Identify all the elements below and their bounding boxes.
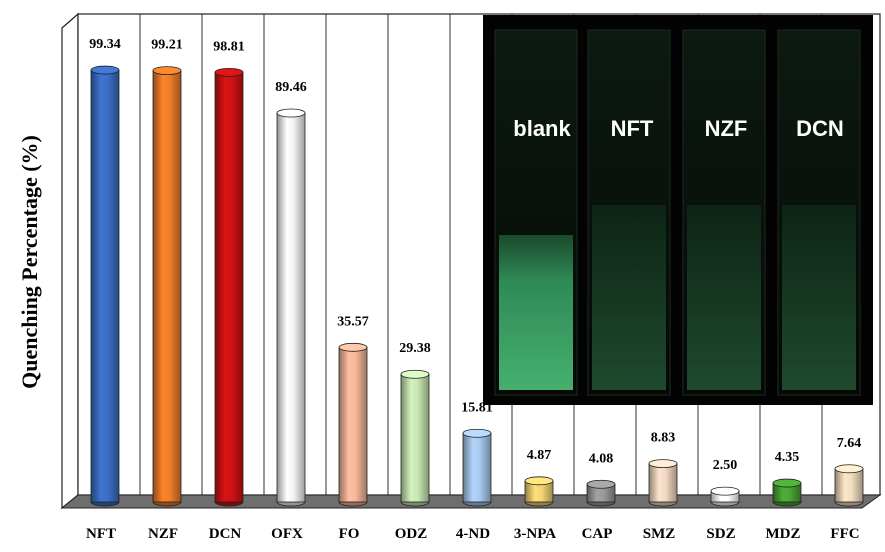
value-label: 7.64: [837, 436, 862, 451]
value-label: 35.57: [337, 314, 369, 329]
inset-label: DCN: [796, 116, 844, 141]
x-tick-label: NZF: [148, 526, 178, 542]
value-label: 2.50: [713, 458, 738, 473]
bar-top: [835, 465, 863, 473]
bar: [649, 464, 677, 502]
value-label: 4.87: [527, 448, 552, 463]
bar-top: [649, 460, 677, 468]
bar-top: [773, 479, 801, 487]
bar-top: [463, 429, 491, 437]
x-tick-label: OFX: [271, 526, 303, 542]
bar: [215, 72, 243, 502]
cuvette: [683, 30, 765, 395]
bar-top: [153, 67, 181, 75]
x-tick-label: CAP: [582, 526, 613, 542]
bar-top: [91, 66, 119, 74]
value-label: 4.35: [775, 450, 800, 465]
bar-top: [587, 480, 615, 488]
cuvette: [588, 30, 670, 395]
bar-top: [339, 343, 367, 351]
value-label: 29.38: [399, 341, 431, 356]
x-tick-label: 4-ND: [456, 526, 490, 542]
bar-top: [277, 109, 305, 117]
inset-photo: blank NFT NZF DCN: [483, 15, 873, 405]
value-label: 4.08: [589, 451, 614, 466]
x-tick-label: ODZ: [395, 526, 428, 542]
bar-top: [525, 477, 553, 485]
inset-label: blank: [513, 116, 571, 141]
bar: [463, 433, 491, 502]
value-label: 99.21: [151, 38, 183, 53]
bar-top: [401, 370, 429, 378]
bar: [835, 469, 863, 502]
x-tick-label: FFC: [830, 526, 859, 542]
x-tick-label: NFT: [86, 526, 116, 542]
value-label: 89.46: [275, 80, 307, 95]
bar-top: [215, 68, 243, 76]
x-tick-label: MDZ: [766, 526, 801, 542]
value-label: 99.34: [89, 37, 121, 52]
x-tick-label: SDZ: [706, 526, 735, 542]
value-label: 8.83: [651, 431, 676, 446]
x-tick-label: 3-NPA: [514, 526, 556, 542]
x-tick-label: DCN: [209, 526, 242, 542]
bar: [91, 70, 119, 502]
cuvette: [778, 30, 860, 395]
chart: Quenching Percentage (%) 99.34 99.21 98.81…: [0, 0, 885, 547]
bar-top: [711, 487, 739, 495]
bar: [277, 113, 305, 502]
inset-label: NFT: [611, 116, 654, 141]
bar: [153, 71, 181, 502]
cuvette: [495, 30, 577, 395]
bar: [401, 374, 429, 502]
x-tick-label: SMZ: [643, 526, 676, 542]
y-axis-label: Quenching Percentage (%): [17, 135, 42, 389]
inset-label: NZF: [705, 116, 748, 141]
bar: [339, 347, 367, 502]
side-wall: [62, 14, 78, 508]
value-label: 98.81: [213, 39, 245, 54]
x-tick-label: FO: [339, 526, 360, 542]
